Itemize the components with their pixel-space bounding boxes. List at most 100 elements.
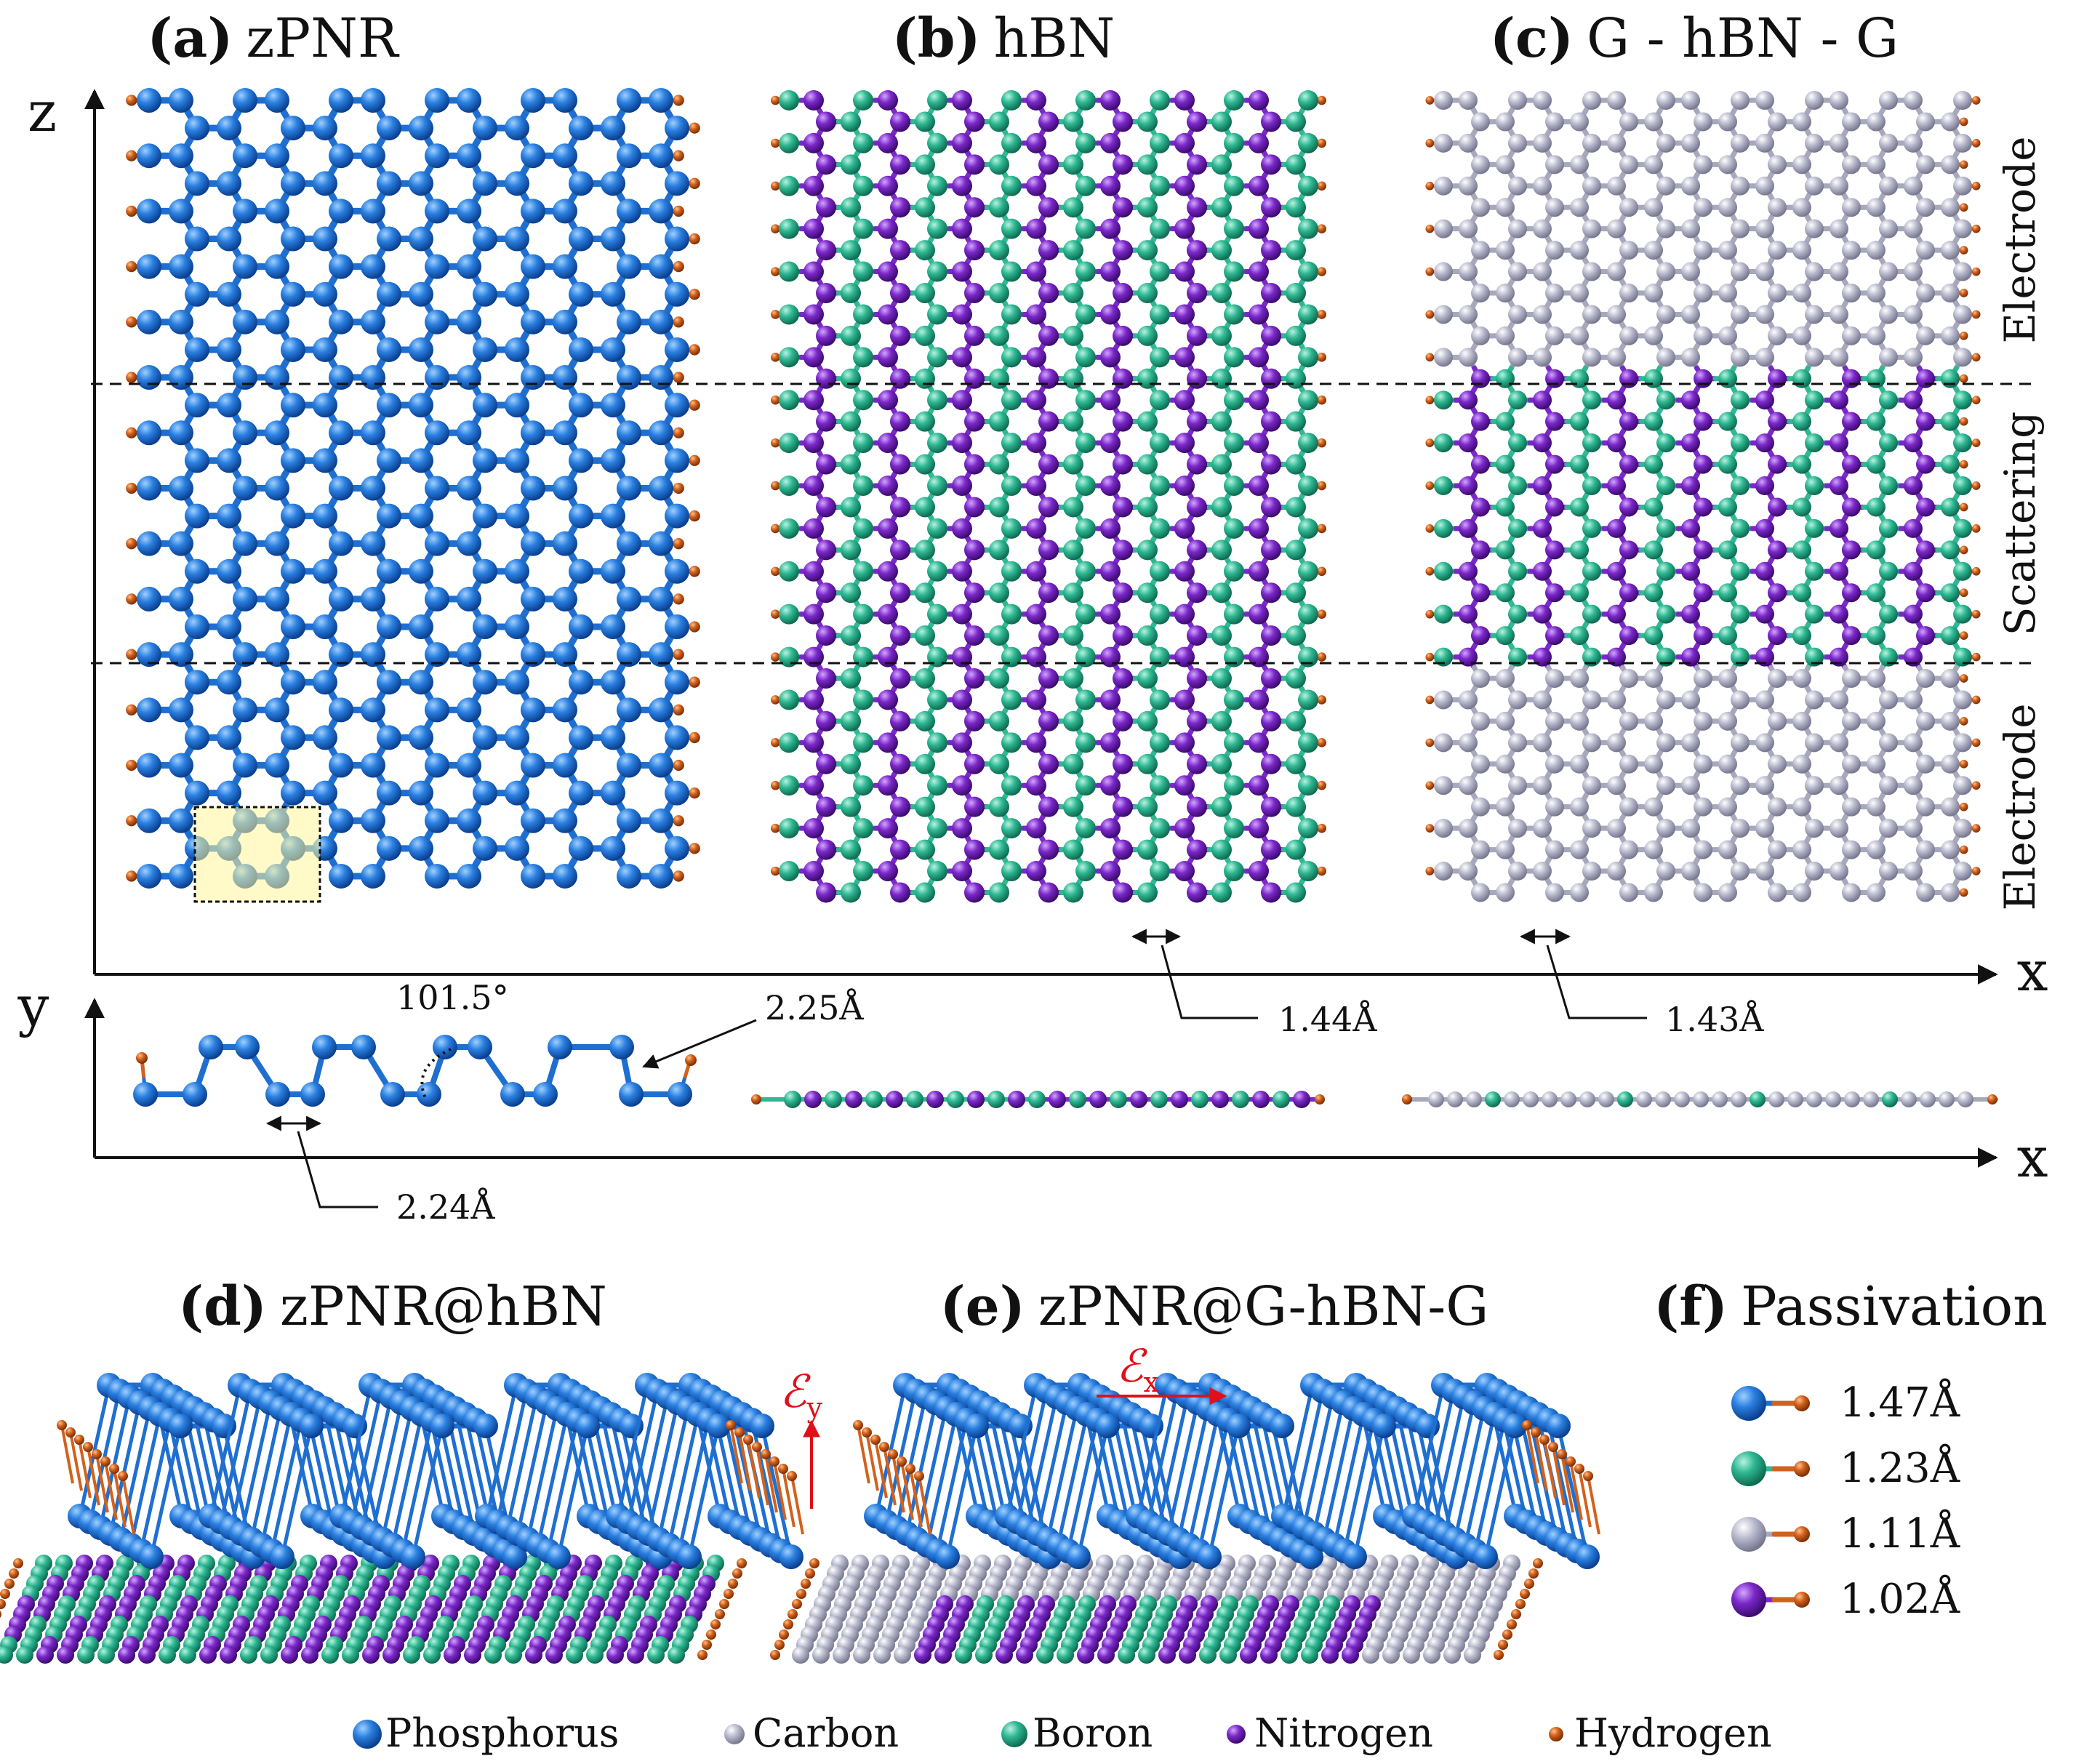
atom <box>665 281 689 307</box>
atom <box>1063 710 1083 731</box>
atom <box>1792 326 1811 345</box>
atom <box>1026 518 1046 539</box>
hydrogen-atom <box>689 177 700 189</box>
atom <box>1137 197 1158 218</box>
unit-cell-highlight <box>193 806 321 903</box>
atom <box>1100 175 1121 196</box>
hydrogen-atom <box>1317 438 1326 448</box>
atom <box>1755 433 1774 453</box>
atom <box>169 531 193 556</box>
atom <box>1533 91 1552 110</box>
atom <box>1787 1091 1803 1107</box>
atom <box>964 497 985 518</box>
atom <box>1582 390 1601 410</box>
atom <box>1038 796 1059 817</box>
atom <box>361 420 385 446</box>
atom <box>569 780 593 806</box>
atom <box>964 154 985 175</box>
atom <box>1644 155 1663 175</box>
atom <box>1038 540 1059 561</box>
atom <box>1179 1646 1196 1664</box>
atom <box>1063 540 1083 561</box>
hydrogen-atom <box>726 1420 736 1430</box>
atom <box>816 240 836 261</box>
atom <box>1026 476 1046 497</box>
atom <box>1731 819 1750 838</box>
atom <box>1063 497 1083 518</box>
atom <box>1694 626 1712 646</box>
atom <box>1681 647 1700 667</box>
atom <box>1187 497 1207 518</box>
atom <box>1582 647 1601 667</box>
atom <box>1731 91 1750 110</box>
atom <box>1038 197 1059 218</box>
atom <box>1150 132 1170 153</box>
atom <box>1829 262 1848 281</box>
atom <box>586 1646 604 1664</box>
atom <box>1904 219 1923 238</box>
atom <box>1298 132 1318 153</box>
atom <box>1644 883 1663 902</box>
atom <box>1057 1646 1074 1664</box>
atom <box>1496 198 1515 217</box>
atom <box>803 689 824 710</box>
atom <box>853 818 873 839</box>
atom <box>1842 241 1861 260</box>
hydrogen-atom <box>771 652 780 662</box>
hydrogen-atom <box>1971 566 1981 576</box>
hydrogen-atom <box>673 704 684 715</box>
atom <box>1508 518 1527 538</box>
hydrogen-atom <box>126 870 137 882</box>
hydrogen-atom <box>126 649 137 660</box>
atom <box>1434 133 1453 153</box>
hydrogen-atom <box>673 538 684 550</box>
atom <box>841 197 861 218</box>
atom <box>1644 454 1663 474</box>
hydrogen-atom <box>771 224 780 233</box>
atom <box>915 540 935 561</box>
atom <box>1879 476 1898 496</box>
atom <box>569 281 593 307</box>
atom <box>1582 518 1601 538</box>
hydrogen-atom <box>702 1640 712 1650</box>
atom <box>1434 690 1453 710</box>
hydrogen-atom-icon <box>1794 1592 1810 1608</box>
hydrogen-atom <box>697 1650 708 1660</box>
atom <box>521 642 545 667</box>
atom <box>601 670 625 695</box>
atom <box>1867 754 1885 774</box>
atom <box>989 111 1009 132</box>
atom <box>1656 133 1675 153</box>
atom <box>1570 112 1589 132</box>
atom <box>409 226 433 252</box>
atom <box>779 218 799 239</box>
atom <box>1916 669 1935 689</box>
atom <box>1038 753 1059 774</box>
atom <box>1137 154 1158 175</box>
atom <box>1434 733 1453 753</box>
atom <box>1471 454 1490 474</box>
atom <box>1261 710 1281 731</box>
atom <box>989 411 1009 432</box>
atom <box>665 116 689 141</box>
atom <box>1150 518 1170 539</box>
atom <box>1607 305 1626 324</box>
atom <box>1174 818 1195 839</box>
atom <box>185 780 209 806</box>
hydrogen-atom <box>1317 353 1326 362</box>
hydrogen-atom <box>897 1456 907 1467</box>
atom <box>1533 133 1552 153</box>
atom <box>878 132 898 153</box>
atom <box>1731 561 1750 581</box>
atom <box>1805 819 1824 838</box>
atom <box>281 780 305 806</box>
atom <box>1941 326 1960 345</box>
atom <box>1694 797 1712 817</box>
atom <box>1545 454 1564 474</box>
carbon-swatch-icon <box>724 1724 745 1744</box>
atom <box>409 558 433 584</box>
atom <box>1768 583 1787 603</box>
pp-lower-bond-annotation: 2.24Å <box>265 1115 495 1227</box>
atom <box>1095 1414 1120 1438</box>
atom <box>1825 1091 1841 1107</box>
